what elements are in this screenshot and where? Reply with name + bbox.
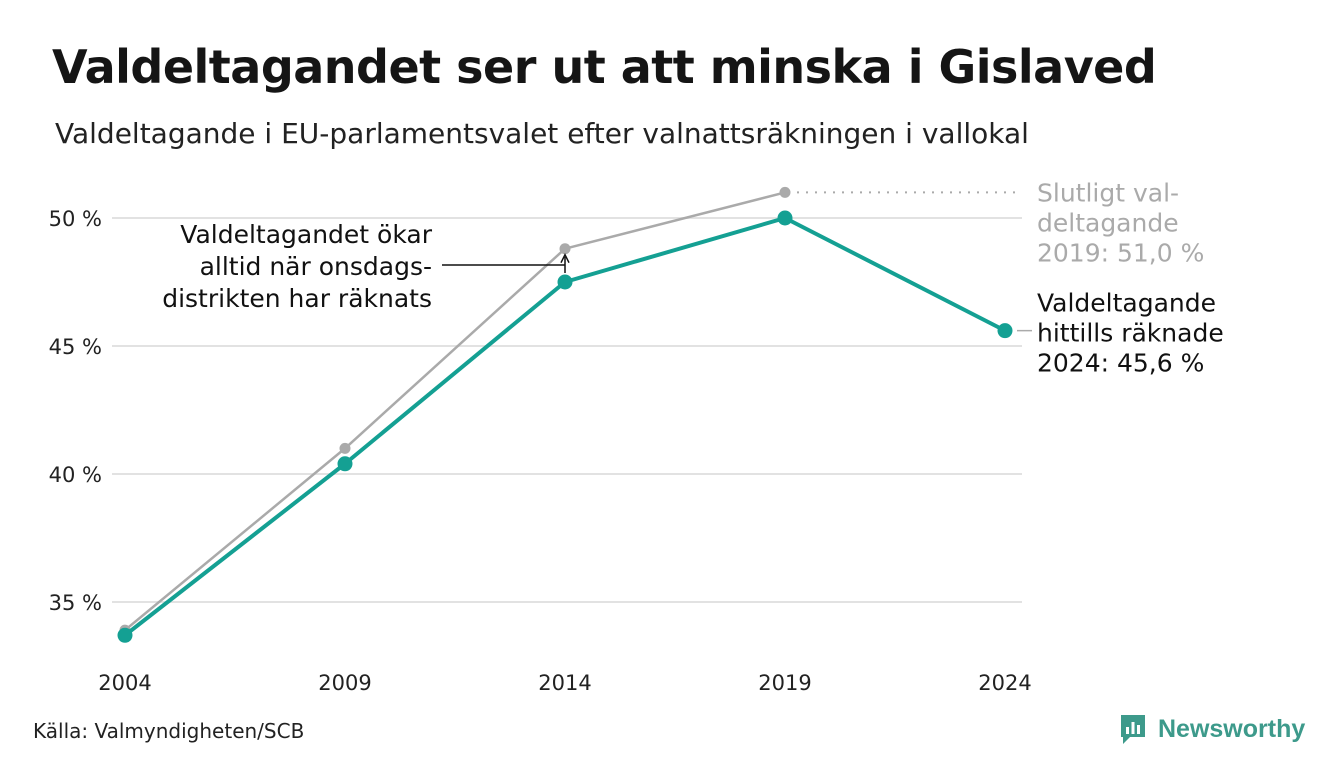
- final-annotation-line: Slutligt val-: [1037, 178, 1179, 207]
- final-series-point: [779, 186, 791, 198]
- chart-subtitle: Valdeltagande i EU-parlamentsvalet efter…: [55, 117, 1029, 150]
- y-tick-label: 45 %: [49, 335, 102, 359]
- current-series-point: [337, 456, 353, 472]
- brand-name: Newsworthy: [1158, 714, 1306, 743]
- source-note: Källa: Valmyndigheten/SCB: [33, 719, 305, 743]
- x-tick-label: 2014: [538, 671, 591, 695]
- brand-logo: Newsworthy: [1118, 712, 1305, 746]
- x-tick-label: 2019: [758, 671, 811, 695]
- x-tick-label: 2004: [98, 671, 151, 695]
- final-annotation-line: 2019: 51,0 %: [1037, 238, 1204, 267]
- current-series-point: [557, 274, 573, 290]
- note-annotation-line: Valdeltagandet ökar: [180, 220, 432, 249]
- y-tick-label: 35 %: [49, 591, 102, 615]
- final-series-line: [124, 191, 786, 632]
- y-tick-label: 40 %: [49, 463, 102, 487]
- y-tick-label: 50 %: [49, 207, 102, 231]
- note-annotation-line: alltid när onsdags-: [200, 252, 432, 281]
- final-series-point: [339, 442, 351, 454]
- current-series-point: [777, 210, 793, 226]
- chart-title: Valdeltagandet ser ut att minska i Gisla…: [52, 40, 1157, 94]
- x-tick-label: 2009: [318, 671, 371, 695]
- final-annotation-line: deltagande: [1037, 208, 1179, 237]
- current-annotation-line: Valdeltagande: [1037, 289, 1216, 318]
- current-series-point: [997, 323, 1013, 339]
- final-series-point: [559, 243, 571, 255]
- gap-arrow-head: [560, 253, 570, 264]
- note-annotation-line: distrikten har räknats: [162, 284, 432, 313]
- current-annotation-line: 2024: 45,6 %: [1037, 349, 1204, 378]
- newsworthy-icon: [1121, 715, 1145, 744]
- current-annotation-line: hittills räknade: [1037, 319, 1224, 348]
- current-series-point: [117, 627, 133, 643]
- x-tick-label: 2024: [978, 671, 1031, 695]
